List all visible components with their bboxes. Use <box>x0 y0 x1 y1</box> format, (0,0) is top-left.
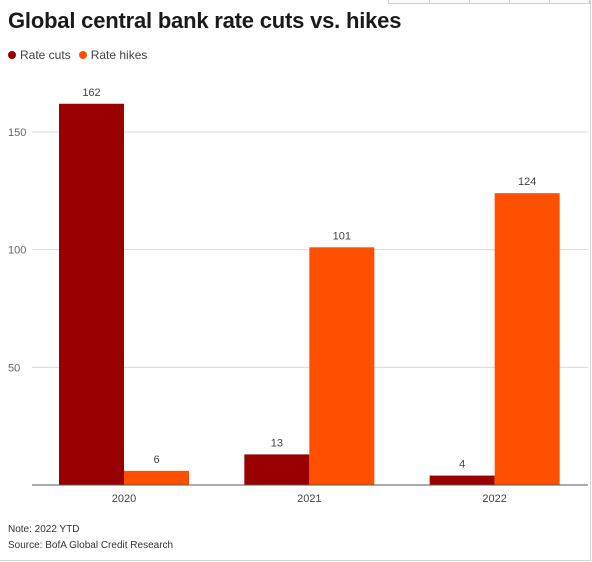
legend-item-rate-hikes: Rate hikes <box>78 48 148 62</box>
x-tick-label-2021: 2021 <box>297 493 321 505</box>
data-label-rate-cuts-2021: 13 <box>271 437 283 449</box>
bar-rate-cuts-2021 <box>244 454 310 485</box>
bar-rate-cuts-2022 <box>429 475 495 485</box>
bar-rate-hikes-2021 <box>309 247 375 485</box>
chart-source: Source: BofA Global Credit Research <box>8 540 174 551</box>
legend-swatch-rate-cuts <box>8 51 16 59</box>
bar-rate-hikes-2020 <box>124 470 189 485</box>
legend-item-rate-cuts: Rate cuts <box>8 48 71 62</box>
data-label-rate-hikes-2021: 101 <box>333 230 351 242</box>
chart-note: Note: 2022 YTD <box>8 524 80 535</box>
bar-rate-hikes-2022 <box>494 193 560 486</box>
data-label-rate-hikes-2022: 124 <box>518 176 536 188</box>
x-tick-label-2020: 2020 <box>112 493 136 505</box>
y-tick-label-150: 150 <box>8 127 26 139</box>
y-tick-label-100: 100 <box>8 245 26 257</box>
data-label-rate-cuts-2020: 162 <box>82 87 100 99</box>
y-tick-label-50: 50 <box>8 362 20 374</box>
legend-label-rate-hikes: Rate hikes <box>90 48 148 62</box>
legend-swatch-rate-hikes <box>78 51 87 59</box>
legend-label-rate-cuts: Rate cuts <box>20 48 71 62</box>
chart-title: Global central bank rate cuts vs. hikes <box>8 8 402 33</box>
top-toolbar-strip <box>388 0 590 4</box>
data-label-rate-cuts-2022: 4 <box>459 459 465 471</box>
x-tick-label-2022: 2022 <box>482 493 506 505</box>
bar-rate-cuts-2020 <box>59 103 124 485</box>
data-label-rate-hikes-2020: 6 <box>153 454 159 466</box>
bar-chart: 50 100 150 162 6 2020 13 101 2021 4 124 2022 <box>8 87 588 505</box>
chart-legend: Rate cuts Rate hikes <box>8 48 147 62</box>
